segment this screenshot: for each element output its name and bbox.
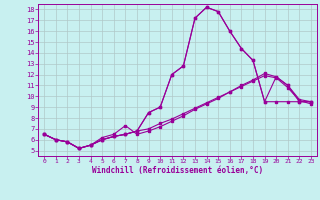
X-axis label: Windchill (Refroidissement éolien,°C): Windchill (Refroidissement éolien,°C) <box>92 166 263 175</box>
